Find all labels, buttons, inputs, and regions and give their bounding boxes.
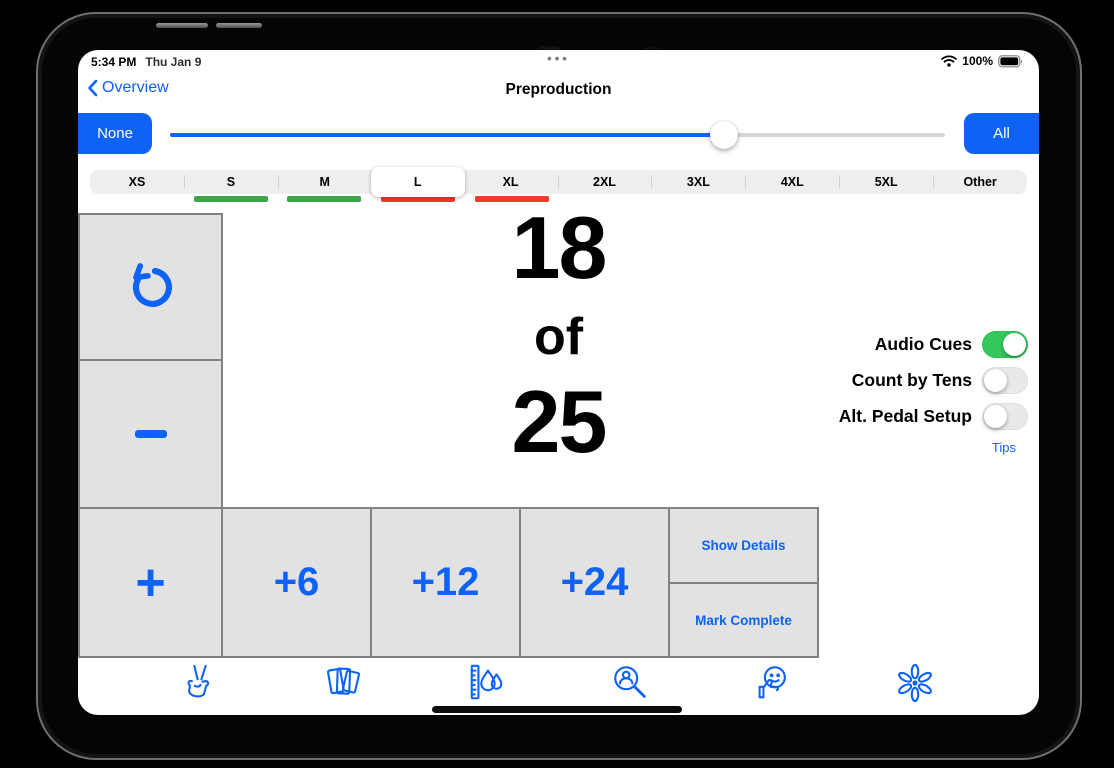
- toggle-knob: [984, 404, 1007, 428]
- wifi-icon: [941, 55, 958, 67]
- tab-inspect[interactable]: [608, 661, 652, 705]
- multitasking-indicator-icon[interactable]: •••: [547, 51, 570, 66]
- segment-xs[interactable]: XS: [128, 175, 146, 189]
- status-bar-left: 5:34 PM Thu Jan 9: [91, 55, 201, 69]
- volume-down-button: [216, 23, 262, 28]
- progress-counter: 18 of 25: [78, 202, 1039, 468]
- fabric-swatches-icon: [326, 667, 361, 695]
- tips-link[interactable]: Tips: [991, 440, 1016, 455]
- tab-ruler-dye[interactable]: [465, 661, 509, 705]
- size-underline-l: [381, 196, 455, 202]
- plus-12-button[interactable]: +12: [370, 507, 521, 658]
- toggle-knob: [1003, 332, 1026, 356]
- toggle-row: Count by Tens: [852, 362, 1028, 398]
- alt-pedal-setup-toggle[interactable]: [982, 402, 1028, 430]
- toggle-row: Alt. Pedal Setup: [839, 398, 1028, 434]
- size-segmented-control: XS S M L XL 2XL 3XL 4XL 5XL Other: [90, 167, 1027, 197]
- mark-complete-button[interactable]: Mark Complete: [668, 582, 819, 658]
- size-underline-s: [193, 196, 268, 202]
- home-indicator[interactable]: [432, 706, 682, 713]
- ruler-dye-icon: [470, 664, 503, 700]
- segment-4xl[interactable]: 4XL: [745, 170, 839, 194]
- date: Thu Jan 9: [145, 55, 202, 69]
- segment-l[interactable]: L: [370, 167, 465, 197]
- toggle-row: Audio Cues: [875, 326, 1028, 362]
- counter-separator: of: [533, 308, 584, 366]
- app-screen: 5:34 PM Thu Jan 9 ••• 100% Overview Prep…: [78, 50, 1039, 715]
- plus-button[interactable]: +: [78, 507, 223, 658]
- current-count: 18: [511, 198, 608, 297]
- count-by-tens-toggle[interactable]: [982, 366, 1028, 394]
- undo-counterclockwise-icon: [132, 263, 172, 307]
- battery-percent: 100%: [962, 54, 993, 68]
- battery-icon: [998, 54, 1023, 67]
- tab-hand-tally[interactable]: [178, 661, 222, 705]
- total-count: 25: [511, 372, 608, 471]
- plus-6-button[interactable]: +6: [221, 507, 372, 658]
- size-underline-m: [287, 196, 362, 202]
- minus-icon: [134, 430, 167, 438]
- options-panel: Audio Cues Count by Tens Alt. Pedal Setu…: [839, 326, 1028, 434]
- back-button[interactable]: Overview: [87, 79, 169, 97]
- page-title: Preproduction: [505, 81, 612, 98]
- segment-xl[interactable]: XL: [502, 175, 519, 189]
- minus-button[interactable]: [78, 359, 223, 509]
- inspect-magnifier-icon: [614, 666, 646, 698]
- audio-cues-label: Audio Cues: [874, 333, 972, 354]
- tab-fabric-swatches[interactable]: [321, 661, 365, 705]
- back-label: Overview: [102, 79, 169, 96]
- alt-pedal-setup-label: Alt. Pedal Setup: [838, 405, 972, 426]
- segment-5xl[interactable]: 5XL: [839, 170, 933, 194]
- segment-s[interactable]: S: [183, 170, 278, 194]
- undo-button[interactable]: [78, 213, 223, 361]
- segment-m[interactable]: M: [277, 170, 372, 194]
- volume-up-button: [156, 23, 208, 28]
- clock: 5:34 PM: [91, 55, 137, 69]
- audio-cues-toggle[interactable]: [982, 330, 1028, 358]
- status-bar-right: 100%: [941, 54, 1024, 68]
- segment-other[interactable]: Other: [933, 170, 1027, 194]
- flower-finishing-icon: [898, 663, 932, 703]
- segment-2xl[interactable]: 2XL: [557, 170, 652, 194]
- tab-flower-finishing[interactable]: [893, 661, 937, 705]
- plus-24-button[interactable]: +24: [519, 507, 670, 658]
- approve-thumbs-up-icon: [758, 666, 786, 699]
- select-all-button[interactable]: All: [964, 113, 1039, 154]
- toggle-knob: [984, 368, 1007, 392]
- slider-thumb[interactable]: [710, 121, 739, 149]
- slider-fill: [170, 133, 725, 137]
- segment-3xl[interactable]: 3XL: [651, 170, 745, 194]
- range-slider[interactable]: [170, 121, 945, 149]
- show-details-button[interactable]: Show Details: [668, 507, 819, 584]
- select-none-button[interactable]: None: [78, 113, 152, 154]
- size-underline-xl: [474, 196, 549, 202]
- tab-approve[interactable]: [750, 661, 794, 705]
- chevron-left-icon: [88, 79, 98, 97]
- hand-tally-icon: [187, 664, 210, 698]
- count-by-tens-label: Count by Tens: [851, 369, 972, 390]
